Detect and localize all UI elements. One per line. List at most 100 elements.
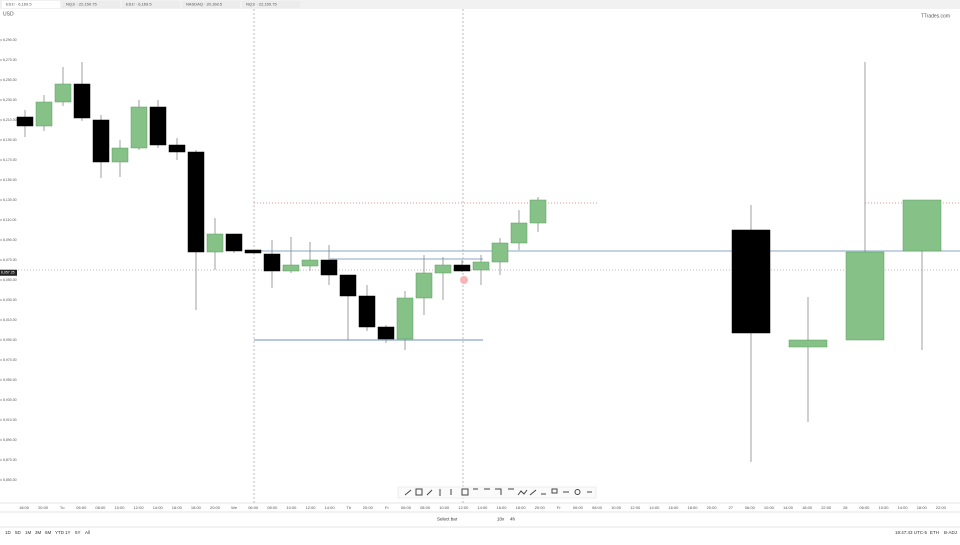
x-tick-label: 16:00 <box>496 505 507 510</box>
y-tick-label: 6,210.00 <box>3 118 17 122</box>
tab[interactable] <box>62 1 120 8</box>
x-tick-label: 18:00 <box>687 505 698 510</box>
tab-label[interactable]: ES1! · 6,169.5 <box>6 2 32 7</box>
y-tick-label: 5,990.00 <box>3 338 17 342</box>
tab[interactable] <box>2 1 60 8</box>
x-tick-label: 20:00 <box>363 505 374 510</box>
y-tick-label: 6,190.00 <box>3 138 17 142</box>
range-button[interactable]: 1M <box>25 530 32 535</box>
y-tick-label: 6,290.00 <box>3 38 17 42</box>
x-tick-label: 06:00 <box>76 505 87 510</box>
last-price-badge <box>0 269 17 276</box>
x-tick-label: Th <box>346 505 351 510</box>
candle-body <box>845 251 885 341</box>
brand: TTrades.com <box>921 13 950 19</box>
y-tick-label: 5,870.00 <box>3 458 17 462</box>
status[interactable]: 19:47:43 UTC-5 <box>895 530 928 535</box>
candle-body <box>377 326 395 340</box>
candle-body <box>396 297 414 340</box>
candle-body <box>902 199 942 252</box>
replay-control[interactable]: 4h <box>510 517 516 522</box>
candle-body <box>16 116 34 127</box>
replay-control[interactable]: 10x <box>497 517 505 522</box>
cursor-marker <box>460 276 468 284</box>
x-tick-label: 06:00 <box>248 505 259 510</box>
x-tick-label: Fr <box>557 505 561 510</box>
x-tick-label: 08:00 <box>267 505 278 510</box>
x-tick-label: 12:00 <box>458 505 469 510</box>
x-tick-label: 12:00 <box>630 505 641 510</box>
x-tick-label: We <box>231 505 238 510</box>
candle-body <box>434 264 452 274</box>
candle-body <box>263 253 281 272</box>
y-tick-label: 6,030.00 <box>3 298 17 302</box>
candle-body <box>168 144 186 153</box>
candle-body <box>788 339 828 348</box>
range-button[interactable]: 1D <box>5 530 12 535</box>
candle-body <box>415 272 433 299</box>
drawing-toolbar[interactable] <box>397 486 597 499</box>
candle-body <box>111 147 129 163</box>
candle-body <box>320 259 338 276</box>
candle-body <box>529 199 547 224</box>
x-tick-label: 10:00 <box>878 505 889 510</box>
y-tick-label: 5,850.00 <box>3 478 17 482</box>
candle-body <box>282 264 300 272</box>
candle-body <box>453 264 471 272</box>
x-tick-label: 14:00 <box>783 505 794 510</box>
y-tick-label: 5,890.00 <box>3 438 17 442</box>
replay-control[interactable]: Select bar <box>437 517 458 522</box>
x-tick-label: 20:00 <box>707 505 718 510</box>
y-tick-label: 6,010.00 <box>3 318 17 322</box>
x-tick-label: 10:00 <box>439 505 450 510</box>
range-button[interactable]: 5D <box>15 530 22 535</box>
y-tick-label: 5,910.00 <box>3 418 17 422</box>
x-tick-label: 20:00 <box>210 505 221 510</box>
x-tick-label: 14:00 <box>153 505 164 510</box>
x-tick-label: 18:00 <box>917 505 928 510</box>
x-tick-label: 20:00 <box>535 505 546 510</box>
range-button[interactable]: 5Y <box>75 530 81 535</box>
x-tick-label: 10:00 <box>286 505 297 510</box>
x-tick-label: 22:00 <box>936 505 947 510</box>
y-tick-label: 5,970.00 <box>3 358 17 362</box>
x-tick-label: 10:00 <box>611 505 622 510</box>
x-tick-label: 08:00 <box>592 505 603 510</box>
y-tick-label: 6,050.00 <box>3 278 17 282</box>
status[interactable]: ETH <box>930 530 939 535</box>
tab[interactable] <box>122 1 180 8</box>
range-button[interactable]: 1Y <box>65 530 71 535</box>
range-button[interactable]: YTD <box>55 530 65 535</box>
range-button[interactable]: 3M <box>35 530 42 535</box>
candle-body <box>35 101 53 127</box>
candle-body <box>225 233 243 252</box>
range-button[interactable]: All <box>85 530 90 535</box>
tab-label[interactable]: NQ1! · 22,150.75 <box>246 2 277 7</box>
x-tick-label: 12:00 <box>305 505 316 510</box>
candle-body <box>206 233 224 253</box>
tab-label[interactable]: NQ1! · 22,150.75 <box>66 2 97 7</box>
x-tick-label: 16:00 <box>668 505 679 510</box>
candle-body <box>187 151 205 253</box>
tab[interactable] <box>182 1 240 8</box>
candle-body <box>472 261 490 271</box>
x-tick-label: 06:00 <box>859 505 870 510</box>
candle-body <box>130 106 148 149</box>
status[interactable]: B-ADJ <box>944 530 957 535</box>
tab[interactable] <box>242 1 300 8</box>
x-tick-label: 18:00 <box>516 505 527 510</box>
tab-label[interactable]: NASDAQ · 20,168.5 <box>186 2 223 7</box>
x-tick-label: 06:00 <box>401 505 412 510</box>
tab-label[interactable]: ES1! · 6,169.5 <box>126 2 152 7</box>
x-tick-label: 12:00 <box>134 505 145 510</box>
y-tick-label: 5,930.00 <box>3 398 17 402</box>
candle-body <box>73 83 91 119</box>
tab-bar <box>0 0 960 9</box>
x-tick-label: 06:00 <box>745 505 756 510</box>
last-price-label: 6,057.25 <box>1 271 15 275</box>
x-tick-label: 27 <box>728 505 733 510</box>
y-tick-label: 6,090.00 <box>3 238 17 242</box>
x-tick-label: 14:00 <box>898 505 909 510</box>
range-button[interactable]: 6M <box>45 530 52 535</box>
